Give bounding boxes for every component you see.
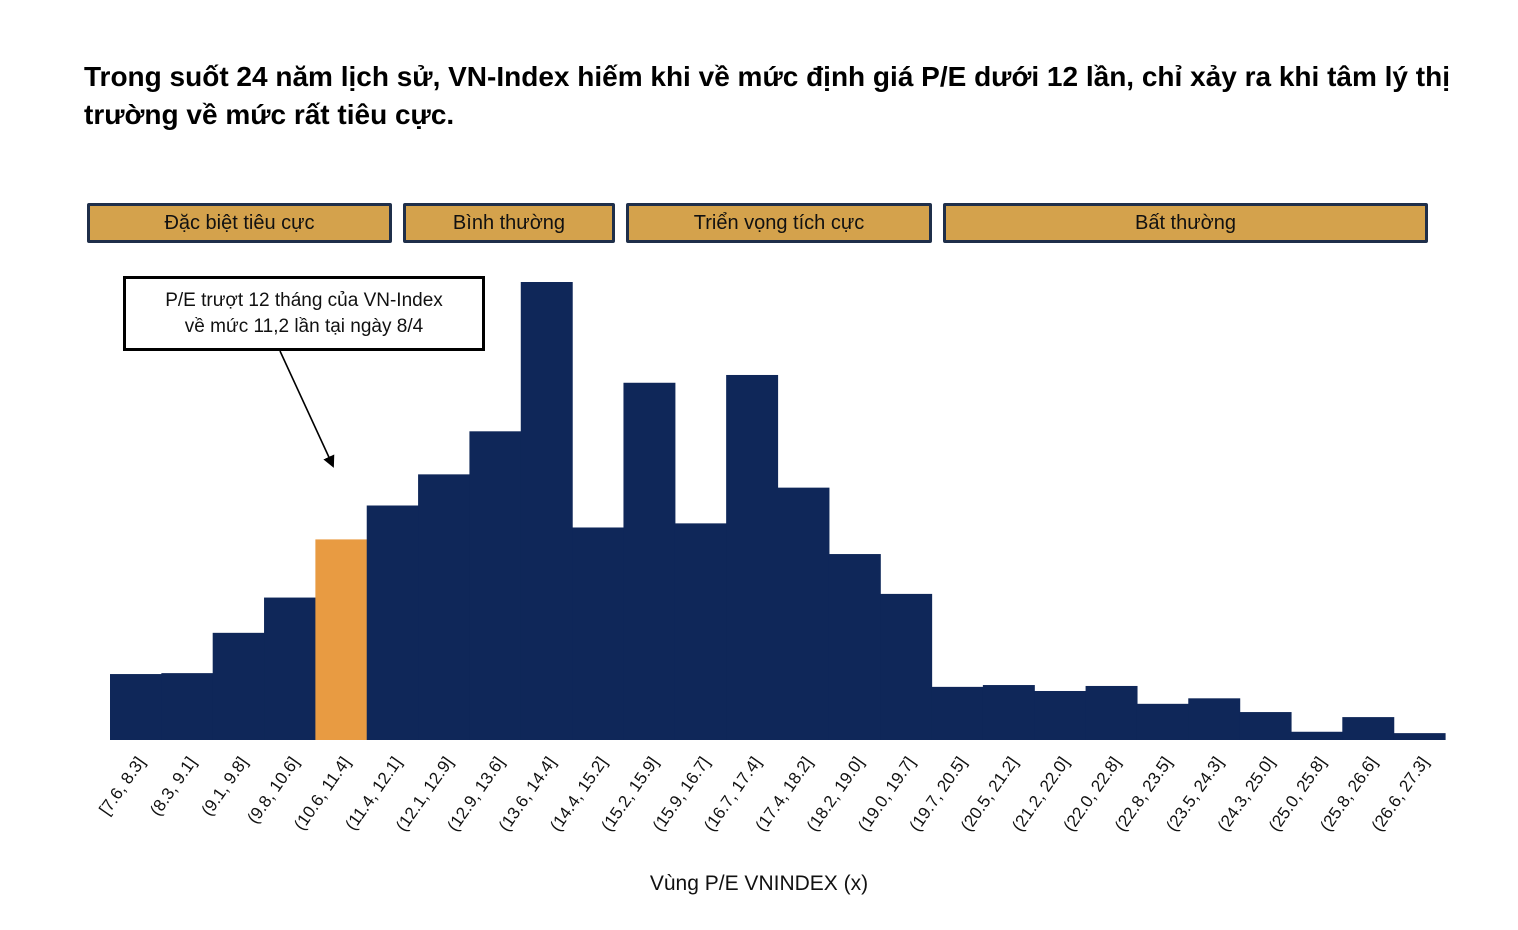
histogram-bar [1034,690,1087,740]
histogram-bar [777,487,830,740]
histogram-bar [828,554,881,740]
histogram-bar [674,523,727,740]
histogram-bar-highlight [315,539,368,740]
zone-label-very-negative: Đặc biệt tiêu cực [87,203,392,243]
zone-label-text: Bình thường [452,211,566,234]
chart-title: Trong suốt 24 năm lịch sử, VN-Index hiếm… [84,61,1450,130]
histogram-bar [418,474,471,740]
callout-line-1: P/E trượt 12 tháng của VN-Index [165,289,443,311]
histogram-bar [110,674,162,740]
zone-label-positive-outlook: Triển vọng tích cực [626,203,932,243]
histogram-bar [1188,698,1241,740]
histogram-bar [1085,685,1138,740]
histogram-bar [1239,712,1292,740]
x-axis-label: Vùng P/E VNINDEX (x) [649,872,869,895]
tick-labels-group: [7.6, 8.3](8.3, 9.1](9.1, 9.8](9.8, 10.6… [95,753,1432,834]
histogram-bar [1136,703,1189,740]
histogram-bar [982,685,1035,740]
callout-arrow [279,350,335,468]
histogram-bar [212,632,265,740]
zone-label-normal: Bình thường [403,203,615,243]
histogram-bar [1290,731,1343,740]
zone-label-abnormal: Bất thường [943,203,1428,243]
histogram-bar [1393,733,1446,740]
zone-label-text: Đặc biệt tiêu cực [164,211,315,234]
x-tick-label: [7.6, 8.3] [95,753,149,818]
histogram-bar [366,505,419,740]
histogram-bar [469,431,522,740]
bars-group [110,282,1446,740]
callout-line-2: về mức 11,2 lần tại ngày 8/4 [184,315,424,337]
histogram-bar [264,597,316,740]
histogram-bar [520,282,573,740]
histogram-bar [161,673,214,740]
histogram-bar [931,686,984,740]
histogram-bar [1342,717,1395,740]
histogram-bar [726,374,779,740]
histogram-bar [880,593,933,740]
histogram-bar [572,527,625,740]
zone-label-text: Triển vọng tích cực [693,211,865,234]
x-tick-label: (9.1, 9.8] [198,753,252,819]
x-tick-label: (8.3, 9.1] [146,753,200,819]
histogram-bar [623,382,676,740]
zone-label-text: Bất thường [1134,211,1236,234]
callout-box: P/E trượt 12 tháng của VN-Index về mức 1… [123,276,485,351]
